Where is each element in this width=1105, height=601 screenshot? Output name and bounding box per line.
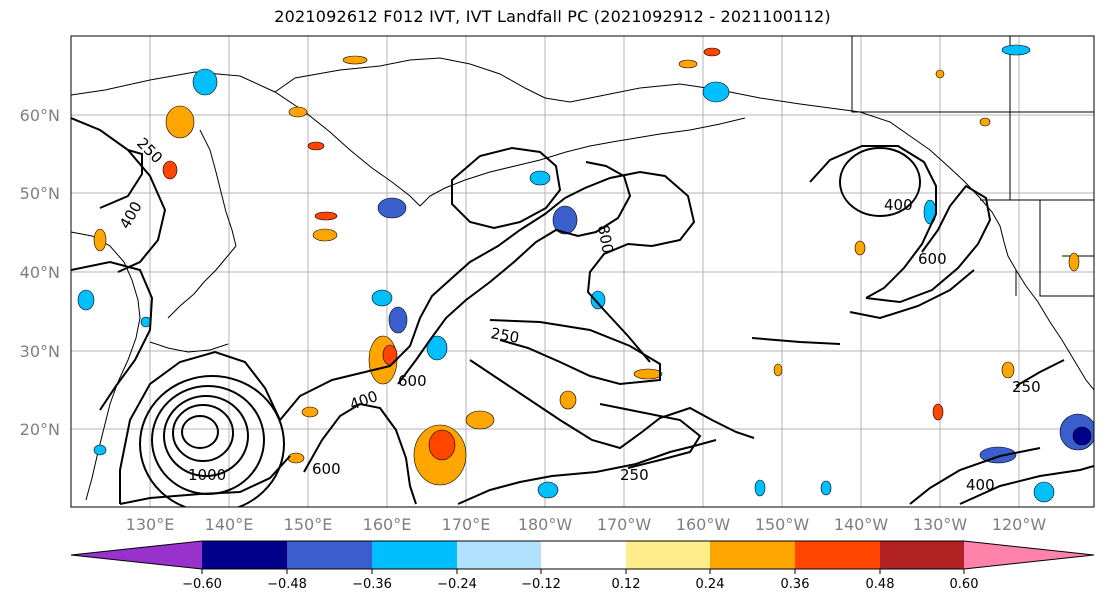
- contour-label: 250: [620, 466, 649, 484]
- colorbar-tick-label: −0.60: [182, 577, 222, 592]
- colorbar-segment: [287, 541, 372, 569]
- colorbar-segment: [372, 541, 457, 569]
- lon-label: 130°W: [913, 515, 968, 534]
- colorbar: −0.60 −0.48 −0.36 −0.24 −0.12 0.12 0.24 …: [70, 540, 1095, 592]
- lon-label: 170°W: [597, 515, 652, 534]
- lon-label: 170°E: [442, 515, 491, 534]
- map-frame: [70, 35, 1095, 508]
- colorbar-tick-label: −0.24: [437, 577, 477, 592]
- lat-label: 50°N: [20, 184, 60, 203]
- colorbar-tick-label: 0.12: [612, 577, 641, 592]
- colorbar-segment: [626, 541, 710, 569]
- lon-label: 160°E: [363, 515, 412, 534]
- ivt-contours: [71, 117, 1094, 507]
- colorbar-segment: [71, 541, 202, 569]
- colorbar-tick-label: −0.12: [521, 577, 561, 592]
- colorbar-segment: [710, 541, 795, 569]
- lon-label: 130°E: [126, 515, 175, 534]
- contour-label: 250: [489, 324, 520, 347]
- contour-label: 1000: [188, 466, 226, 484]
- colorbar-segment: [795, 541, 880, 569]
- lat-label: 40°N: [20, 263, 60, 282]
- map-title: 2021092612 F012 IVT, IVT Landfall PC (20…: [274, 7, 831, 26]
- colorbar-tick-label: 0.48: [866, 577, 895, 592]
- contour-label: 600: [312, 460, 341, 478]
- lat-label: 20°N: [20, 420, 60, 439]
- coastlines: [71, 36, 1094, 501]
- colorbar-tick-label: −0.36: [352, 577, 392, 592]
- colorbar-segment: [880, 541, 964, 569]
- colorbar-tick-label: 0.24: [696, 577, 725, 592]
- lon-label: 150°W: [755, 515, 810, 534]
- colorbar-tick-label: −0.48: [267, 577, 307, 592]
- ivt-pc-shading: [77, 44, 1094, 503]
- contour-label: 250: [1012, 378, 1041, 396]
- lon-label: 140°W: [834, 515, 889, 534]
- lon-label: 160°W: [676, 515, 731, 534]
- contour-label: 600: [398, 372, 427, 390]
- contour-label: 800: [594, 224, 617, 255]
- lon-label: 150°E: [284, 515, 333, 534]
- colorbar-segment: [457, 541, 541, 569]
- contour-label: 400: [884, 196, 913, 214]
- lon-label: 120°W: [992, 515, 1047, 534]
- lat-label: 60°N: [20, 106, 60, 125]
- longitude-labels: 130°E 140°E 150°E 160°E 170°E 180°W 170°…: [126, 515, 1047, 534]
- lat-label: 30°N: [20, 342, 60, 361]
- colorbar-tick-label: 0.36: [781, 577, 810, 592]
- colorbar-segment: [964, 541, 1094, 569]
- map-gridlines: [71, 36, 1094, 507]
- colorbar-segment: [202, 541, 287, 569]
- colorbar-segment: [541, 541, 626, 569]
- contour-label: 600: [918, 250, 947, 268]
- colorbar-tick-label: 0.60: [950, 577, 979, 592]
- contour-label: 400: [966, 476, 995, 494]
- lon-label: 180°W: [518, 515, 573, 534]
- lon-label: 140°E: [205, 515, 254, 534]
- latitude-labels: 60°N 50°N 40°N 30°N 20°N: [20, 106, 60, 439]
